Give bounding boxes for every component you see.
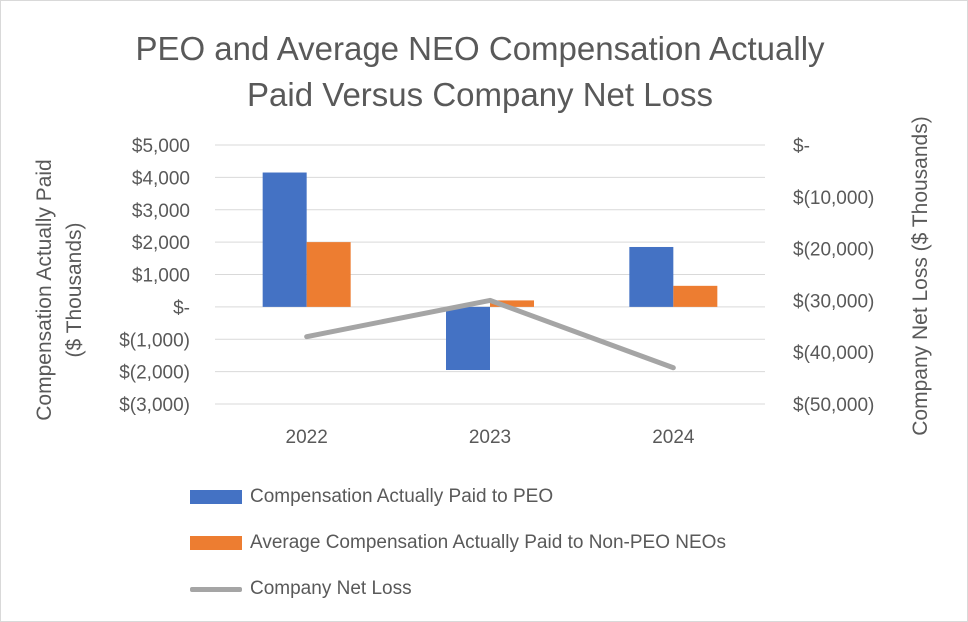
left-tick-label: $(2,000) bbox=[119, 363, 190, 384]
legend: Compensation Actually Paid to PEO Averag… bbox=[190, 474, 726, 612]
legend-swatch-peo bbox=[190, 490, 242, 504]
x-tick-label: 2023 bbox=[469, 427, 511, 448]
bar-peo-2023 bbox=[446, 306, 490, 371]
bar-neo-2024 bbox=[673, 285, 718, 307]
chart-title-line-2: Paid Versus Company Net Loss bbox=[247, 76, 713, 113]
chart-title: PEO and Average NEO Compensation Actuall… bbox=[90, 26, 870, 118]
bar-peo-2024 bbox=[629, 246, 674, 307]
legend-label-peo: Compensation Actually Paid to PEO bbox=[250, 486, 554, 507]
x-tick-label: 2022 bbox=[286, 427, 328, 448]
left-tick-label: $3,000 bbox=[132, 201, 190, 222]
left-tick-label: $5,000 bbox=[132, 136, 190, 157]
legend-item-net-loss: Company Net Loss bbox=[190, 566, 726, 612]
left-tick-label: $(1,000) bbox=[119, 330, 190, 351]
legend-label-neo: Average Compensation Actually Paid to No… bbox=[250, 532, 726, 553]
left-tick-label: $(3,000) bbox=[119, 395, 190, 416]
left-tick-label: $1,000 bbox=[132, 266, 190, 287]
right-tick-label: $(40,000) bbox=[793, 343, 874, 364]
bar-neo-2023 bbox=[490, 300, 534, 307]
legend-swatch-neo bbox=[190, 536, 242, 550]
legend-item-peo: Compensation Actually Paid to PEO bbox=[190, 474, 726, 520]
bar-peo-2022 bbox=[262, 172, 307, 307]
right-tick-label: $(50,000) bbox=[793, 395, 874, 416]
legend-label-net-loss: Company Net Loss bbox=[250, 578, 412, 599]
right-tick-label: $(20,000) bbox=[793, 240, 874, 261]
line-series-net-loss bbox=[304, 297, 676, 371]
left-tick-label: $2,000 bbox=[132, 233, 190, 254]
legend-item-neo: Average Compensation Actually Paid to No… bbox=[190, 520, 726, 566]
legend-swatch-net-loss bbox=[190, 586, 242, 592]
bar-neo-2022 bbox=[306, 242, 351, 307]
left-tick-label: $- bbox=[173, 298, 190, 319]
right-tick-label: $(10,000) bbox=[793, 188, 874, 209]
x-tick-label: 2024 bbox=[652, 427, 695, 448]
left-tick-label: $4,000 bbox=[132, 168, 190, 189]
chart-title-line-1: PEO and Average NEO Compensation Actuall… bbox=[135, 30, 825, 67]
right-tick-label: $(30,000) bbox=[793, 291, 874, 312]
right-tick-label: $- bbox=[793, 136, 810, 157]
